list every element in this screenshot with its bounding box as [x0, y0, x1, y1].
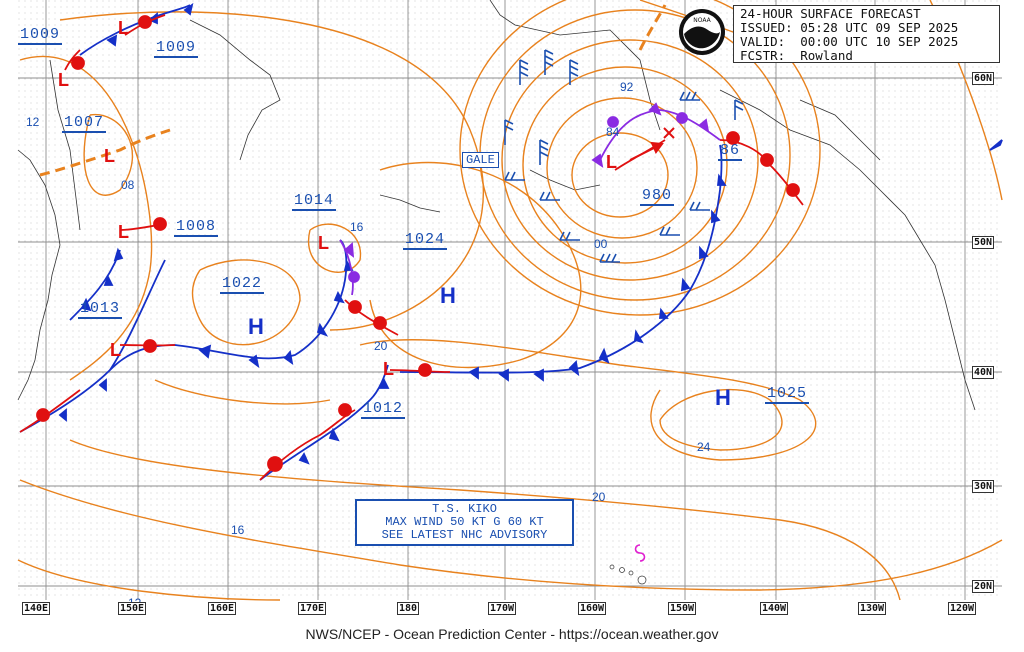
- low-pressure-symbol: L: [118, 222, 129, 242]
- latitude-label: 40N: [972, 366, 995, 379]
- low-pressure-symbol: L: [104, 146, 115, 166]
- header-issued: ISSUED: 05:28 UTC 09 SEP 2025: [740, 20, 959, 35]
- longitude-label: 150W: [668, 602, 697, 615]
- pressure-label: 1024: [403, 231, 448, 250]
- low-pressure-symbol: L: [318, 233, 329, 253]
- longitude-label: 140W: [760, 602, 789, 615]
- low-pressure-symbol: L: [606, 152, 617, 172]
- pressure-label: 1008: [174, 218, 219, 237]
- isobar-value: 20: [374, 339, 388, 353]
- longitude-label: 160E: [208, 602, 237, 615]
- low-pressure-symbol: L: [58, 70, 69, 90]
- longitude-label: 180: [397, 602, 420, 615]
- header-valid: VALID: 00:00 UTC 10 SEP 2025: [740, 34, 959, 49]
- longitude-label: 120W: [948, 602, 977, 615]
- isobar-value: 00: [594, 237, 608, 251]
- gale-warning-label: GALE: [462, 152, 499, 168]
- noaa-logo: NOAA: [678, 8, 726, 56]
- isobar-value: 20: [592, 490, 606, 504]
- isobar-value: 92: [620, 80, 634, 94]
- ts-name: T.S. KIKO: [432, 502, 497, 516]
- trough-dashed: [39, 128, 171, 177]
- isobar-value: 24: [697, 440, 711, 454]
- trough-dashed-north: [638, 4, 667, 51]
- tropical-storm-advisory: T.S. KIKO MAX WIND 50 KT G 60 KT SEE LAT…: [355, 499, 574, 546]
- pressure-label: 1009: [18, 26, 63, 45]
- low-pressure-symbol: L: [383, 359, 394, 379]
- header-forecaster: FCSTR: Rowland: [740, 48, 853, 63]
- latitude-label: 30N: [972, 480, 995, 493]
- storm-track-arrow: [629, 127, 675, 161]
- latitude-label: 50N: [972, 236, 995, 249]
- latitude-label: 60N: [972, 72, 995, 85]
- high-pressure-symbol: H: [440, 283, 456, 308]
- low-pressure-symbol: L: [110, 340, 121, 360]
- high-pressure-symbol: H: [715, 385, 731, 410]
- longitude-label: 170W: [488, 602, 517, 615]
- isobar-value: 12: [26, 115, 40, 129]
- pressure-label: 980: [640, 187, 675, 206]
- high-pressure-symbol: H: [248, 314, 264, 339]
- occluded-fronts: [339, 102, 721, 296]
- pressure-label: 1014: [292, 192, 337, 211]
- ts-advisory-note: SEE LATEST NHC ADVISORY: [381, 528, 548, 542]
- longitude-label: 150E: [118, 602, 147, 615]
- longitude-label: 170E: [298, 602, 327, 615]
- pressure-label: 1012: [361, 400, 406, 419]
- pressure-label: 1009: [154, 39, 199, 58]
- warm-fronts: [19, 14, 804, 481]
- latitude-label: 20N: [972, 580, 995, 593]
- pressure-label: 1007: [62, 114, 107, 133]
- hawaii-islands: [609, 564, 647, 585]
- longitude-label: 140E: [22, 602, 51, 615]
- header-title: 24-HOUR SURFACE FORECAST: [740, 6, 921, 21]
- coastlines: [17, 0, 976, 411]
- wind-barbs: [504, 49, 744, 263]
- isobar-value: 16: [350, 220, 364, 234]
- longitude-label: 160W: [578, 602, 607, 615]
- isobar-value: 08: [121, 178, 135, 192]
- pressure-label: 86: [718, 142, 743, 161]
- isobar-value: 16: [231, 523, 245, 537]
- cold-fronts: [19, 2, 1003, 481]
- low-pressure-symbol: L: [118, 18, 129, 38]
- tropical-storm-icon: [634, 544, 646, 562]
- longitude-label: 130W: [858, 602, 887, 615]
- pressure-label: 1022: [220, 275, 265, 294]
- noaa-logo-text: NOAA: [693, 17, 711, 24]
- forecast-header: 24-HOUR SURFACE FORECAST ISSUED: 05:28 U…: [733, 5, 1000, 63]
- footer-credit: NWS/NCEP - Ocean Prediction Center - htt…: [305, 626, 719, 642]
- isobar-value: 84: [606, 125, 620, 139]
- isobars: [17, 0, 1003, 601]
- ts-max-wind: MAX WIND 50 KT G 60 KT: [385, 515, 544, 529]
- pressure-label: 1025: [765, 385, 810, 404]
- pressure-label: 1013: [78, 300, 123, 319]
